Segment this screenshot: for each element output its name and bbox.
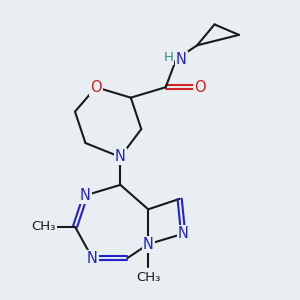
Text: O: O: [194, 80, 206, 95]
Text: CH₃: CH₃: [136, 271, 161, 284]
Text: N: N: [143, 237, 154, 252]
Text: CH₃: CH₃: [32, 220, 56, 233]
Text: N: N: [80, 188, 91, 203]
Text: N: N: [87, 250, 98, 266]
Text: N: N: [176, 52, 187, 67]
Text: H: H: [164, 51, 173, 64]
Text: N: N: [115, 149, 126, 164]
Text: O: O: [90, 80, 102, 95]
Text: N: N: [178, 226, 189, 241]
